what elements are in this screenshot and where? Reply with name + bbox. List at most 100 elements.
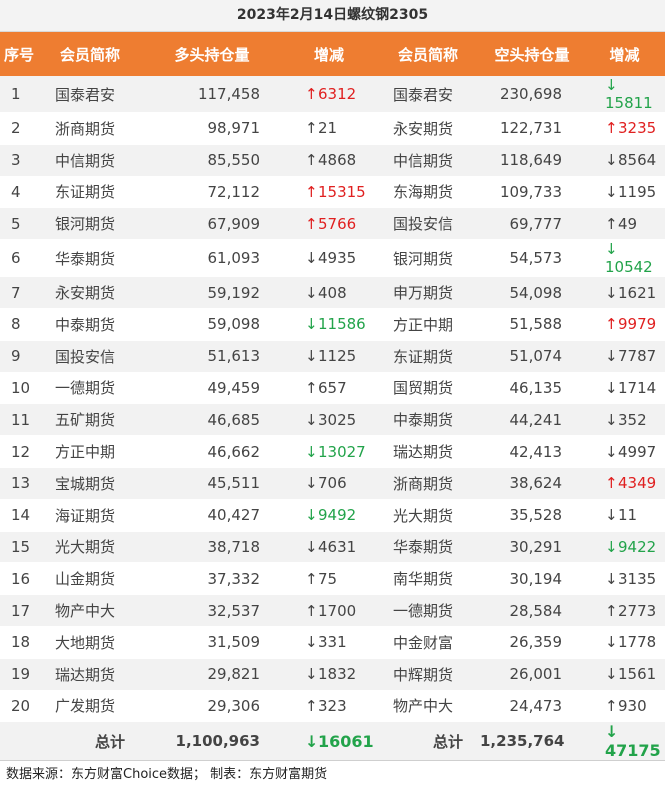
arrow-down-icon: ↓: [305, 537, 318, 556]
short-change-value: 3135: [618, 569, 657, 588]
arrow-down-icon: ↓: [305, 347, 318, 366]
short-change-value: 1714: [618, 378, 657, 397]
arrow-up-icon: ↑: [305, 378, 318, 397]
arrow-down-icon: ↓: [605, 442, 618, 461]
table-row: 10 一德期货 49,459 ↑657 国贸期货 46,135 ↓1714: [0, 372, 665, 405]
header-short-position: 空头持仓量: [480, 32, 584, 76]
short-change-value: 1778: [618, 633, 657, 652]
arrow-up-icon: ↑: [305, 214, 318, 233]
short-change: ↓8564: [584, 144, 665, 177]
table-row: 1 国泰君安 117,458 ↑6312 国泰君安 230,698 ↓15811: [0, 76, 665, 113]
short-position: 26,001: [480, 658, 584, 691]
short-change-value: 9422: [618, 537, 657, 556]
short-change-value: 1195: [618, 182, 657, 201]
short-change-value: 352: [618, 410, 647, 429]
long-position: 117,458: [142, 76, 282, 113]
long-change: ↓1125: [282, 340, 376, 373]
header-long-position: 多头持仓量: [142, 32, 282, 76]
row-index: 20: [0, 690, 38, 723]
total-short-position: 1,235,764: [480, 721, 584, 762]
total-short-change-value: 47175: [605, 741, 661, 761]
short-change: ↓1778: [584, 626, 665, 659]
long-change-value: 4631: [318, 537, 357, 556]
long-change: ↑1700: [282, 594, 376, 627]
arrow-down-icon: ↓: [605, 633, 618, 652]
row-index: 11: [0, 403, 38, 437]
row-index: 2: [0, 112, 38, 145]
long-position: 61,093: [142, 239, 282, 278]
arrow-down-icon: ↓: [605, 410, 618, 429]
short-change-value: 1621: [618, 283, 657, 302]
arrow-down-icon: ↓: [305, 474, 318, 493]
long-change: ↑323: [282, 690, 376, 723]
long-member-name: 银河期货: [38, 207, 142, 241]
arrow-up-icon: ↑: [305, 696, 318, 715]
arrow-down-icon: ↓: [605, 151, 618, 170]
long-position: 46,662: [142, 435, 282, 468]
total-short-change: ↓47175: [584, 721, 665, 762]
long-change-value: 13027: [318, 442, 366, 461]
long-member-name: 方正中期: [38, 435, 142, 468]
short-position: 38,624: [480, 467, 584, 500]
long-change: ↑21: [282, 112, 376, 145]
long-change: ↓3025: [282, 403, 376, 437]
long-change-value: 4935: [318, 249, 357, 268]
long-change-value: 15315: [318, 182, 366, 201]
table-row: 8 中泰期货 59,098 ↓11586 方正中期 51,588 ↑9979: [0, 308, 665, 341]
arrow-up-icon: ↑: [305, 151, 318, 170]
total-long-change-value: 16061: [318, 731, 374, 751]
short-position: 122,731: [480, 112, 584, 145]
long-position: 67,909: [142, 207, 282, 241]
arrow-down-icon: ↓: [605, 569, 618, 588]
arrow-down-icon: ↓: [305, 442, 318, 461]
arrow-up-icon: ↑: [305, 601, 318, 620]
short-change-value: 11: [618, 506, 638, 525]
row-index: 14: [0, 499, 38, 532]
short-position: 69,777: [480, 207, 584, 241]
total-short-label: 总计: [376, 721, 480, 762]
short-change-value: 8564: [618, 151, 657, 170]
long-change-value: 323: [318, 696, 347, 715]
table-row: 6 华泰期货 61,093 ↓4935 银河期货 54,573 ↓10542: [0, 239, 665, 278]
short-position: 30,194: [480, 562, 584, 596]
long-change: ↑15315: [282, 176, 376, 209]
short-member-name: 东海期货: [376, 176, 480, 209]
long-position: 29,821: [142, 658, 282, 691]
short-member-name: 一德期货: [376, 594, 480, 627]
long-change: ↑4868: [282, 144, 376, 177]
long-member-name: 瑞达期货: [38, 658, 142, 691]
arrow-down-icon: ↓: [305, 665, 318, 684]
short-position: 54,573: [480, 239, 584, 278]
table-row: 9 国投安信 51,613 ↓1125 东证期货 51,074 ↓7787: [0, 340, 665, 373]
short-position: 46,135: [480, 372, 584, 405]
long-change-value: 5766: [318, 214, 357, 233]
short-change-value: 4349: [618, 474, 657, 493]
short-position: 24,473: [480, 690, 584, 723]
short-change: ↓9422: [584, 531, 665, 564]
arrow-down-icon: ↓: [605, 76, 618, 94]
short-position: 118,649: [480, 144, 584, 177]
long-change-value: 1125: [318, 347, 357, 366]
row-index: 15: [0, 531, 38, 564]
short-member-name: 中金财富: [376, 626, 480, 659]
arrow-down-icon: ↓: [605, 182, 618, 201]
long-member-name: 中泰期货: [38, 308, 142, 341]
short-position: 54,098: [480, 276, 584, 309]
short-member-name: 中泰期货: [376, 403, 480, 437]
long-change: ↓408: [282, 276, 376, 309]
arrow-down-icon: ↓: [605, 722, 619, 742]
table-row: 16 山金期货 37,332 ↑75 南华期货 30,194 ↓3135: [0, 562, 665, 596]
long-position: 72,112: [142, 176, 282, 209]
long-position: 46,685: [142, 403, 282, 437]
short-change: ↓4997: [584, 435, 665, 468]
long-position: 32,537: [142, 594, 282, 627]
table-row: 4 东证期货 72,112 ↑15315 东海期货 109,733 ↓1195: [0, 176, 665, 209]
row-index: 3: [0, 144, 38, 177]
table-row: 18 大地期货 31,509 ↓331 中金财富 26,359 ↓1778: [0, 626, 665, 659]
total-long-position: 1,100,963: [142, 721, 282, 762]
long-change-value: 3025: [318, 410, 357, 429]
short-member-name: 银河期货: [376, 239, 480, 278]
long-change: ↑657: [282, 372, 376, 405]
long-change-value: 331: [318, 633, 347, 652]
table-row: 2 浙商期货 98,971 ↑21 永安期货 122,731 ↑3235: [0, 112, 665, 145]
